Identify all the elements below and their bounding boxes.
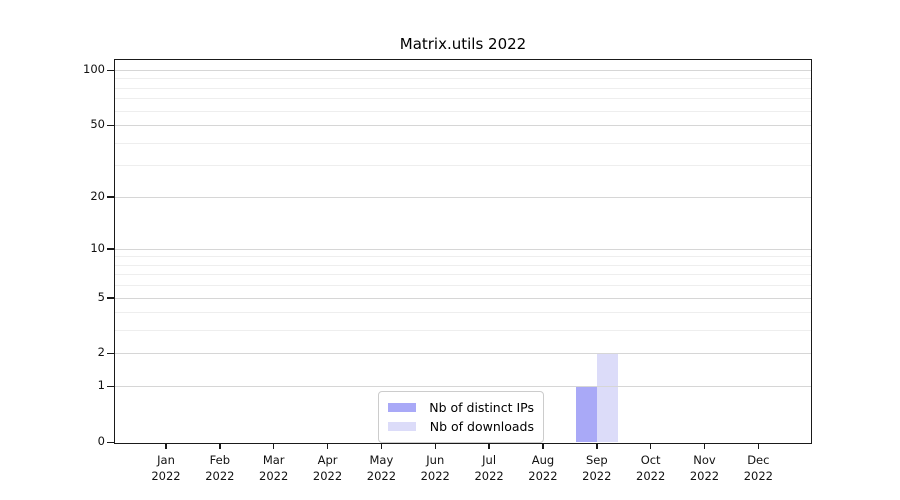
legend-label: Nb of downloads xyxy=(429,419,534,434)
x-tick xyxy=(542,443,544,449)
x-tick-month: Sep xyxy=(585,453,608,467)
y-tick-label: 5 xyxy=(97,289,105,304)
gridline-minor xyxy=(115,285,811,287)
x-tick-year: 2022 xyxy=(366,469,397,483)
x-tick-month: Jan xyxy=(157,453,175,467)
x-tick-label: Nov 2022 xyxy=(675,452,735,484)
y-tick-label: 20 xyxy=(90,188,105,203)
x-tick-year: 2022 xyxy=(528,469,558,483)
x-tick-month: Nov xyxy=(693,453,716,467)
x-tick xyxy=(219,443,221,449)
gridline-minor xyxy=(115,142,811,144)
x-tick xyxy=(703,443,706,449)
x-tick xyxy=(165,443,167,449)
x-tick-year: 2022 xyxy=(582,469,612,483)
gridline-minor xyxy=(115,312,811,314)
legend-item: Nb of downloads xyxy=(388,417,534,436)
x-tick xyxy=(488,443,490,449)
x-tick-label: Dec 2022 xyxy=(728,452,788,484)
x-tick-month: Mar xyxy=(262,453,285,467)
x-tick xyxy=(326,443,329,449)
legend-swatch xyxy=(388,422,416,431)
x-tick-year: 2022 xyxy=(743,469,773,483)
x-tick-year: 2022 xyxy=(636,469,666,483)
bar-downloads xyxy=(596,353,618,442)
x-tick-label: Feb 2022 xyxy=(190,452,250,484)
y-tick-label: 1 xyxy=(97,378,105,393)
gridline-major xyxy=(115,386,811,388)
x-tick-year: 2022 xyxy=(259,469,289,483)
y-tick-label: 10 xyxy=(90,240,105,255)
x-tick xyxy=(649,443,652,449)
x-tick-label: Jun 2022 xyxy=(405,452,465,484)
x-tick-label: Oct 2022 xyxy=(621,452,681,484)
x-tick-month: Jun xyxy=(426,453,445,467)
x-tick-label: Mar 2022 xyxy=(244,452,304,484)
x-tick xyxy=(272,443,275,449)
gridline-minor xyxy=(115,264,811,266)
legend-swatch xyxy=(388,403,416,412)
y-tick xyxy=(107,196,114,198)
x-tick-year: 2022 xyxy=(151,469,181,483)
gridline-minor xyxy=(115,256,811,258)
bar-distinct-ips xyxy=(575,386,597,442)
gridline-minor xyxy=(115,78,811,80)
y-tick xyxy=(107,385,114,388)
y-tick xyxy=(107,297,114,299)
y-tick-label: 50 xyxy=(90,117,105,132)
gridline-major xyxy=(115,353,811,355)
x-tick-label: Aug 2022 xyxy=(513,452,573,484)
x-tick-label: Jan 2022 xyxy=(136,452,196,484)
gridline-minor xyxy=(115,165,811,167)
x-tick-month: Jul xyxy=(482,453,497,467)
x-tick-label: Sep 2022 xyxy=(567,452,627,484)
x-tick-label: Apr 2022 xyxy=(298,452,358,484)
x-tick-month: Aug xyxy=(531,453,555,467)
y-tick xyxy=(107,69,114,71)
x-tick-year: 2022 xyxy=(205,469,235,483)
x-tick-label: May 2022 xyxy=(351,452,411,484)
y-tick xyxy=(107,248,114,250)
x-tick-month: Dec xyxy=(747,453,770,467)
gridline-major xyxy=(115,125,811,127)
y-tick xyxy=(107,124,114,127)
x-tick-year: 2022 xyxy=(420,469,450,483)
gridline-minor xyxy=(115,98,811,100)
x-tick-year: 2022 xyxy=(312,469,343,483)
chart-title: Matrix.utils 2022 xyxy=(399,35,527,53)
gridline-minor xyxy=(115,274,811,276)
y-tick-label: 100 xyxy=(83,62,105,76)
x-tick xyxy=(757,443,760,449)
gridline-minor xyxy=(115,330,811,332)
x-tick-month: Feb xyxy=(209,453,231,467)
x-tick-month: Oct xyxy=(640,453,661,467)
x-tick-year: 2022 xyxy=(689,469,720,483)
y-tick-label: 2 xyxy=(97,345,105,360)
legend-label: Nb of distinct IPs xyxy=(429,400,534,415)
legend-item: Nb of distinct IPs xyxy=(388,398,534,417)
gridline-major xyxy=(115,297,811,299)
gridline-minor xyxy=(115,110,811,112)
y-tick xyxy=(107,352,114,355)
x-tick-month: Apr xyxy=(317,453,338,467)
y-tick-label: 0 xyxy=(97,434,105,448)
x-tick-month: May xyxy=(369,453,394,467)
x-tick-label: Jul 2022 xyxy=(459,452,519,484)
plot-area: 0 1 2 5 10 20 50 100 Jan 2022 Feb 2022 Mar 2022 Apr 202… xyxy=(83,59,812,483)
x-tick xyxy=(596,443,598,449)
y-tick xyxy=(107,441,114,443)
gridline-minor xyxy=(115,87,811,89)
x-tick xyxy=(434,443,436,449)
gridline-major xyxy=(115,70,811,71)
x-tick xyxy=(380,443,383,449)
gridline-major xyxy=(115,248,811,250)
legend: Nb of distinct IPs Nb of downloads xyxy=(378,391,544,443)
x-tick-year: 2022 xyxy=(474,469,504,483)
gridline-major xyxy=(115,196,811,198)
